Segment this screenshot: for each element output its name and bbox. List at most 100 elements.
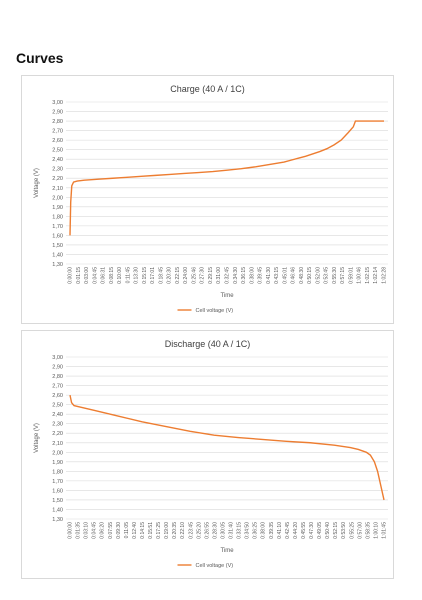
discharge-x-tick-label: 0:04:45 xyxy=(92,522,98,539)
discharge-x-tick-label: 0:47:30 xyxy=(309,522,315,539)
charge-y-tick-label: 2,20 xyxy=(52,176,63,182)
discharge-y-tick-label: 2,80 xyxy=(52,374,63,380)
charge-x-tick-label: 0:32:45 xyxy=(225,267,231,284)
discharge-x-tick-label: 0:20:35 xyxy=(172,522,178,539)
discharge-x-tick-label: 0:09:30 xyxy=(116,522,122,539)
discharge-x-tick-label: 0:33:15 xyxy=(237,522,243,539)
discharge-y-tick-label: 3,00 xyxy=(52,355,63,361)
charge-x-tick-label: 0:06:31 xyxy=(101,267,107,284)
charge-x-tick-label: 0:50:15 xyxy=(307,267,313,284)
discharge-x-tick-label: 0:11:05 xyxy=(124,522,130,539)
discharge-x-tick-label: 0:17:25 xyxy=(156,522,162,539)
charge-y-tick-label: 2,10 xyxy=(52,186,63,192)
discharge-y-tick-label: 1,90 xyxy=(52,460,63,466)
charge-series-line xyxy=(69,120,384,236)
discharge-y-axis-label: Voltage (V) xyxy=(34,423,40,453)
charge-x-axis-label: Time xyxy=(220,293,234,299)
charge-x-tick-label: 0:24:00 xyxy=(183,267,189,284)
discharge-x-tick-label: 0:49:05 xyxy=(317,522,323,539)
charge-x-tick-label: 0:43:15 xyxy=(274,267,280,284)
charge-chart: Charge (40 A / 1C) 3,00 2,90 2,80 2,70 2,60 2,… xyxy=(21,75,394,324)
charge-y-tick-label: 2,50 xyxy=(52,148,63,154)
charge-x-tick-label: 0:22:15 xyxy=(175,267,181,284)
discharge-x-tick-label: 0:15:51 xyxy=(148,522,154,539)
charge-y-tick-label: 1,70 xyxy=(52,224,63,230)
discharge-x-tick-label: 0:14:15 xyxy=(140,522,146,539)
charge-x-tick-label: 0:59:01 xyxy=(348,267,354,284)
discharge-title: Discharge (40 A / 1C) xyxy=(165,339,251,349)
discharge-x-tick-label: 0:12:40 xyxy=(132,522,138,539)
charge-x-tick-label: 0:15:15 xyxy=(142,267,148,284)
discharge-y-tick-label: 1,50 xyxy=(52,498,63,504)
discharge-series-line xyxy=(69,394,385,501)
discharge-x-tick-label: 0:23:45 xyxy=(188,522,194,539)
discharge-x-tick-label: 0:34:50 xyxy=(245,522,251,539)
charge-x-tick-label: 0:48:30 xyxy=(299,267,305,284)
discharge-y-tick-label: 2,70 xyxy=(52,384,63,390)
discharge-y-tick-label: 2,60 xyxy=(52,393,63,399)
charge-y-tick-label: 2,70 xyxy=(52,129,63,135)
discharge-x-tick-label: 1:01:45 xyxy=(382,522,388,539)
charge-x-tick-label: 0:46:46 xyxy=(291,267,297,284)
charge-x-tick-label: 0:20:30 xyxy=(167,267,173,284)
discharge-y-tick-label: 2,50 xyxy=(52,403,63,409)
discharge-chart: Discharge (40 A / 1C) 3,00 2,90 2,80 2,70 2,6… xyxy=(21,330,394,579)
discharge-x-tick-label: 0:00:00 xyxy=(68,522,74,539)
charge-x-tick-label: 0:18:45 xyxy=(158,267,164,284)
charge-x-tick-label: 0:04:45 xyxy=(92,267,98,284)
charge-x-tick-label: 0:17:01 xyxy=(150,267,156,284)
discharge-legend-label: Cell voltage (V) xyxy=(196,563,234,569)
discharge-x-tick-label: 0:44:20 xyxy=(293,522,299,539)
discharge-x-tick-label: 0:41:10 xyxy=(277,522,283,539)
charge-x-tick-label: 1:00:46 xyxy=(357,267,363,284)
charge-y-axis-label: Voltage (V) xyxy=(34,168,40,198)
charge-x-tick-label: 0:36:15 xyxy=(241,267,247,284)
discharge-y-tick-label: 1,40 xyxy=(52,507,63,513)
charge-y-tick-label: 2,90 xyxy=(52,110,63,116)
section-title: Curves xyxy=(16,50,64,66)
charge-x-tick-label: 0:34:30 xyxy=(233,267,239,284)
discharge-x-tick-label: 0:50:40 xyxy=(325,522,331,539)
charge-x-tick-label: 0:13:30 xyxy=(134,267,140,284)
discharge-x-tick-label: 0:38:00 xyxy=(261,522,267,539)
discharge-y-tick-label: 2,90 xyxy=(52,365,63,371)
charge-legend-label: Cell voltage (V) xyxy=(196,308,234,314)
charge-x-tick-label: 0:57:15 xyxy=(340,267,346,284)
discharge-y-tick-label: 2,20 xyxy=(52,431,63,437)
discharge-x-tick-label: 0:30:05 xyxy=(220,522,226,539)
discharge-chart-svg: Discharge (40 A / 1C) 3,00 2,90 2,80 2,70 2,6… xyxy=(34,339,388,569)
discharge-y-tick-label: 1,60 xyxy=(52,488,63,494)
charge-y-tick-label: 1,50 xyxy=(52,243,63,249)
charge-chart-svg: Charge (40 A / 1C) 3,00 2,90 2,80 2,70 2,60 2,… xyxy=(34,84,388,314)
discharge-y-tick-label: 1,30 xyxy=(52,517,63,523)
discharge-y-tick-label: 2,00 xyxy=(52,450,63,456)
charge-x-tick-label: 0:52:00 xyxy=(315,267,321,284)
charge-x-tick-label: 0:25:46 xyxy=(191,267,197,284)
charge-x-tick-label: 0:11:45 xyxy=(125,267,131,284)
charge-x-tick-label: 1:02:28 xyxy=(382,267,388,284)
discharge-x-tick-label: 0:01:35 xyxy=(76,522,82,539)
charge-y-tick-label: 1,60 xyxy=(52,233,63,239)
charge-y-tick-label: 2,00 xyxy=(52,195,63,201)
discharge-y-tick-label: 1,70 xyxy=(52,479,63,485)
charge-x-tick-label: 0:53:45 xyxy=(324,267,330,284)
charge-x-tick-label: 0:10:00 xyxy=(117,267,123,284)
charge-x-tick-label: 0:39:45 xyxy=(258,267,264,284)
discharge-x-tick-label: 0:31:40 xyxy=(229,522,235,539)
discharge-y-tick-label: 2,30 xyxy=(52,422,63,428)
discharge-x-tick-label: 0:03:10 xyxy=(84,522,90,539)
charge-y-tick-label: 3,00 xyxy=(52,100,63,106)
charge-title: Charge (40 A / 1C) xyxy=(170,84,245,94)
discharge-x-tick-label: 0:52:15 xyxy=(333,522,339,539)
charge-y-tick-label: 1,90 xyxy=(52,205,63,211)
discharge-x-tick-label: 0:28:30 xyxy=(212,522,218,539)
discharge-x-tick-label: 0:57:00 xyxy=(357,522,363,539)
discharge-x-tick-label: 0:55:25 xyxy=(349,522,355,539)
discharge-x-tick-label: 0:06:20 xyxy=(100,522,106,539)
charge-y-tick-label: 1,80 xyxy=(52,214,63,220)
charge-y-tick-label: 2,40 xyxy=(52,157,63,163)
charge-x-tick-label: 0:45:01 xyxy=(282,267,288,284)
charge-y-tick-label: 2,80 xyxy=(52,119,63,125)
charge-x-tick-label: 0:29:15 xyxy=(208,267,214,284)
discharge-x-axis-label: Time xyxy=(220,548,234,554)
